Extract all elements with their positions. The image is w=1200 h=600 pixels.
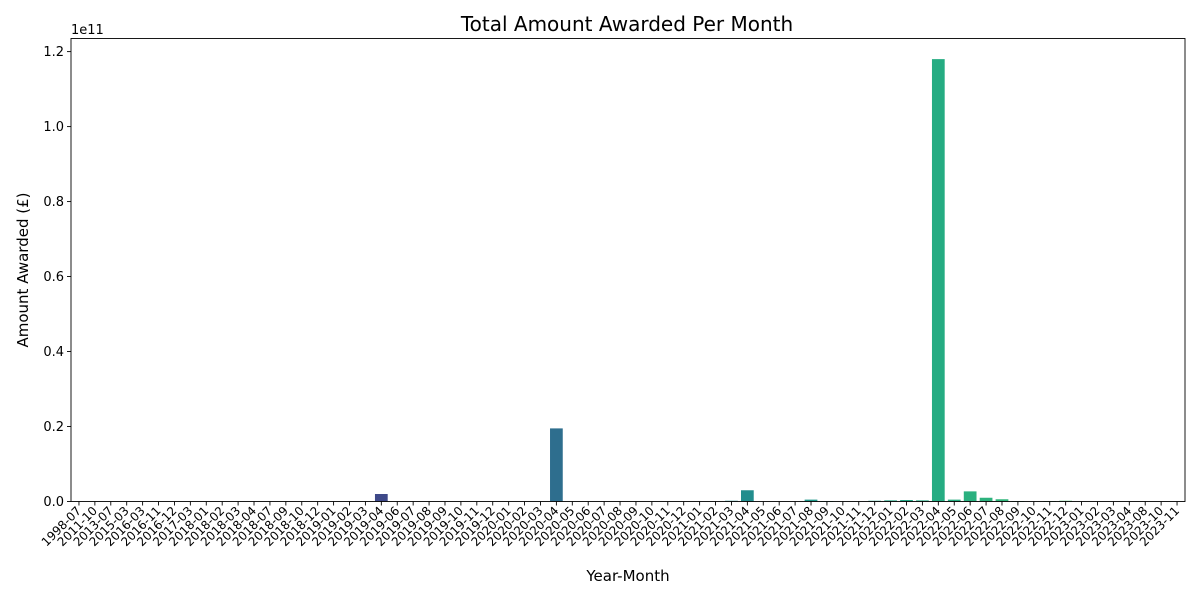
bar (374, 494, 388, 502)
y-tick-label: 0.0 (43, 495, 64, 510)
bar (900, 500, 913, 502)
bar (947, 499, 961, 502)
y-tick-label: 0.6 (43, 270, 64, 285)
bar (979, 497, 993, 502)
y-axis-label: Amount Awarded (£) (14, 192, 32, 347)
y-tick-label: 1.0 (43, 120, 64, 135)
bar (884, 500, 897, 502)
y-tick-label: 0.8 (43, 195, 64, 210)
bars-group (374, 59, 1073, 502)
y-axis: 0.0 0.2 0.4 0.6 0.8 1.0 1.2 (43, 45, 71, 510)
y-tick-label: 1.2 (43, 45, 64, 60)
bar (931, 59, 945, 502)
chart-title: Total Amount Awarded Per Month (460, 12, 793, 36)
x-axis-label: Year-Month (585, 567, 669, 585)
y-tick-label: 0.4 (43, 345, 64, 360)
bar (550, 428, 563, 502)
bar (804, 499, 818, 502)
bar (995, 499, 1009, 502)
plot-frame (70, 38, 1186, 502)
y-axis-offset-label: 1e11 (71, 23, 104, 38)
bar (916, 500, 929, 502)
bar (740, 490, 754, 502)
x-axis: 1998-072011-102013-072015-032016-032016-… (39, 501, 1182, 549)
bar (963, 491, 977, 502)
y-tick-label: 0.2 (43, 420, 64, 435)
